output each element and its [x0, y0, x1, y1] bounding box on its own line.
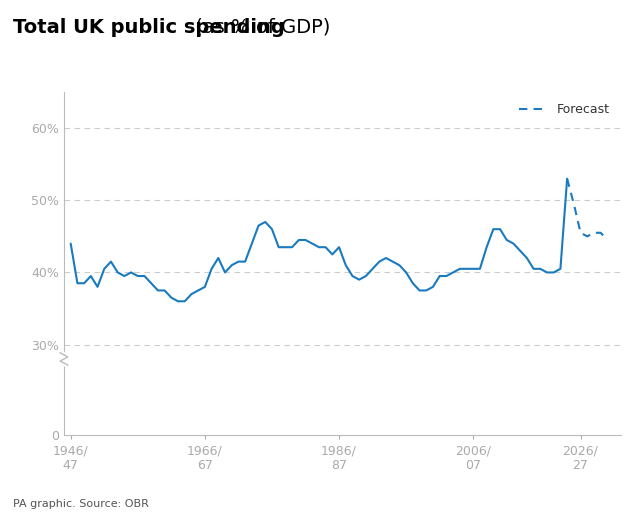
Text: Total UK public spending: Total UK public spending [13, 18, 285, 37]
Text: PA graphic. Source: OBR: PA graphic. Source: OBR [13, 499, 148, 509]
Legend: Forecast: Forecast [514, 98, 614, 121]
Text: (as % of GDP): (as % of GDP) [189, 18, 331, 37]
